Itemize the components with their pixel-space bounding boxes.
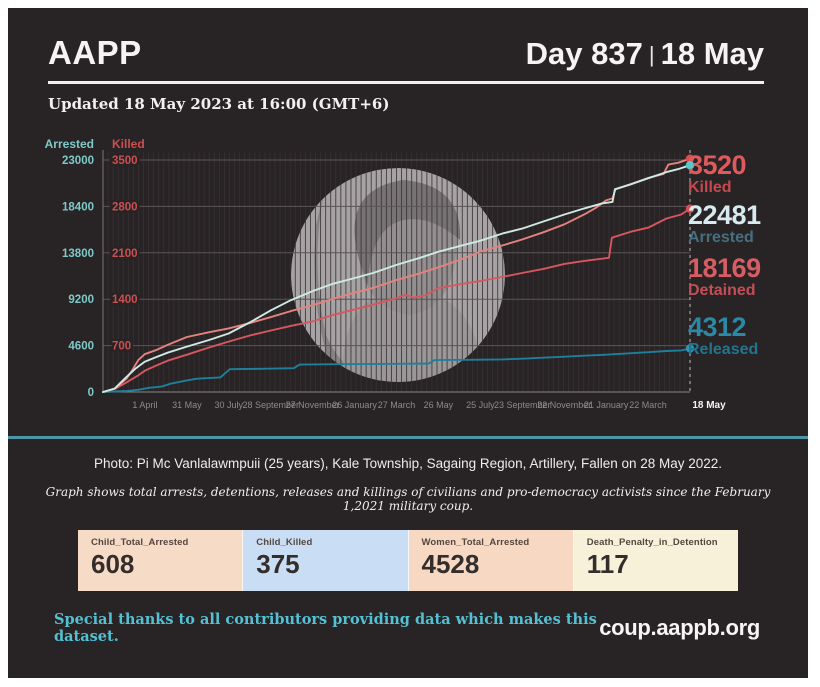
left-axis-tick: 13800 bbox=[62, 248, 94, 260]
arrested-label: Arrested bbox=[688, 229, 754, 246]
stat-cards-row: Child_Total_Arrested 608 Child_Killed 37… bbox=[78, 530, 738, 591]
card-child-killed: Child_Killed 375 bbox=[243, 530, 409, 591]
chart-canvas: 0 4600 700 9200 1400 13800 2100 18400 2800 23000 3… bbox=[45, 137, 726, 411]
x-axis-tick: 27 November bbox=[286, 400, 340, 410]
x-axis-tick: 26 May bbox=[424, 400, 454, 410]
separator-bar: | bbox=[648, 42, 655, 67]
x-axis-tick: 22 November bbox=[537, 400, 591, 410]
brand-title: AAPP bbox=[48, 34, 142, 71]
endpoint-dot-detained bbox=[685, 204, 695, 213]
series-line-arrested bbox=[102, 164, 691, 393]
detained-label: Detained bbox=[688, 282, 756, 299]
released-value: 4312 bbox=[688, 312, 747, 342]
card-label: Child_Total_Arrested bbox=[91, 537, 189, 548]
right-axis-title: Killed bbox=[112, 137, 145, 151]
photo-caption: Photo: Pi Mc Vanlalawmpuii (25 years), K… bbox=[93, 456, 723, 471]
series-line-detained bbox=[102, 207, 691, 393]
thanks-text: Special thanks to all contributors provi… bbox=[54, 611, 597, 645]
header-rule bbox=[48, 81, 764, 84]
right-axis-tick: 3500 bbox=[112, 155, 138, 167]
right-axis-tick: 700 bbox=[112, 341, 131, 353]
footer: Special thanks to all contributors provi… bbox=[54, 611, 760, 645]
day-count: Day 837 bbox=[525, 36, 643, 71]
left-axis-tick: 18400 bbox=[62, 201, 94, 213]
stat-released: 4312 Released bbox=[688, 314, 800, 358]
stat-detained: 18169 Detained bbox=[688, 255, 800, 299]
left-axis-tick: 9200 bbox=[68, 294, 94, 306]
updated-timestamp: Updated 18 May 2023 at 16:00 (GMT+6) bbox=[48, 95, 390, 113]
endpoint-dot-released bbox=[685, 344, 695, 353]
header: AAPP Day 837 | 18 May bbox=[48, 34, 764, 72]
killed-value: 3520 bbox=[688, 150, 747, 180]
day-date-title: Day 837 | 18 May bbox=[526, 36, 764, 72]
card-label: Death_Penalty_in_Detention bbox=[586, 537, 718, 548]
card-value: 4528 bbox=[421, 549, 480, 579]
killed-label: Killed bbox=[688, 179, 732, 196]
card-child-total-arrested: Child_Total_Arrested 608 bbox=[78, 530, 244, 591]
website-url[interactable]: coup.aappb.org bbox=[599, 615, 760, 640]
card-value: 375 bbox=[256, 549, 300, 579]
left-axis-tick: 0 bbox=[88, 387, 94, 399]
card-value: 608 bbox=[91, 549, 135, 579]
series-line-released bbox=[102, 347, 691, 393]
arrested-value: 22481 bbox=[688, 200, 761, 230]
timeline-chart: 0 4600 700 9200 1400 13800 2100 18400 2800 23000 3… bbox=[8, 135, 808, 423]
left-axis-tick: 23000 bbox=[62, 155, 94, 167]
current-date: 18 May bbox=[660, 36, 764, 71]
endpoint-dot-killed bbox=[685, 154, 695, 163]
x-axis-final-tick: 18 May bbox=[692, 400, 726, 411]
x-axis-tick: 26 January bbox=[332, 400, 377, 410]
x-axis-tick: 27 March bbox=[378, 400, 416, 410]
card-death-penalty: Death_Penalty_in_Detention 117 bbox=[573, 530, 738, 591]
graph-note: Graph shows total arrests, detentions, r… bbox=[45, 485, 771, 513]
endpoint-dot-arrested bbox=[685, 161, 695, 170]
stat-arrested: 22481 Arrested bbox=[688, 202, 800, 246]
left-axis-title: Arrested bbox=[45, 137, 94, 151]
x-axis-tick: 23 September bbox=[494, 400, 551, 410]
endpoint-stats: 3520 Killed 22481 Arrested 18169 Detaine… bbox=[688, 152, 800, 364]
x-axis-tick: 30 July bbox=[215, 400, 244, 410]
card-women-total-arrested: Women_Total_Arrested 4528 bbox=[408, 530, 574, 591]
x-axis-tick: 1 April bbox=[132, 400, 157, 410]
right-axis-tick: 1400 bbox=[112, 294, 138, 306]
x-axis-tick: 22 March bbox=[629, 400, 667, 410]
x-axis-tick: 31 May bbox=[172, 400, 202, 410]
infographic-card: AAPP Day 837 | 18 May Updated 18 May 2023 … bbox=[8, 8, 808, 678]
x-axis-tick: 28 September bbox=[242, 400, 299, 410]
detained-value: 18169 bbox=[688, 253, 761, 283]
right-axis-tick: 2100 bbox=[112, 248, 138, 260]
card-label: Women_Total_Arrested bbox=[421, 537, 530, 548]
x-axis-tick: 25 July bbox=[466, 400, 495, 410]
stat-killed: 3520 Killed bbox=[688, 152, 800, 196]
teal-divider bbox=[8, 436, 808, 439]
card-value: 117 bbox=[586, 549, 629, 579]
right-axis-tick: 2800 bbox=[112, 201, 138, 213]
vertical-gridlines bbox=[102, 152, 691, 392]
left-axis-tick: 4600 bbox=[68, 341, 94, 353]
x-axis-tick: 21 January bbox=[584, 400, 629, 410]
released-label: Released bbox=[688, 341, 759, 358]
card-label: Child_Killed bbox=[256, 537, 313, 548]
